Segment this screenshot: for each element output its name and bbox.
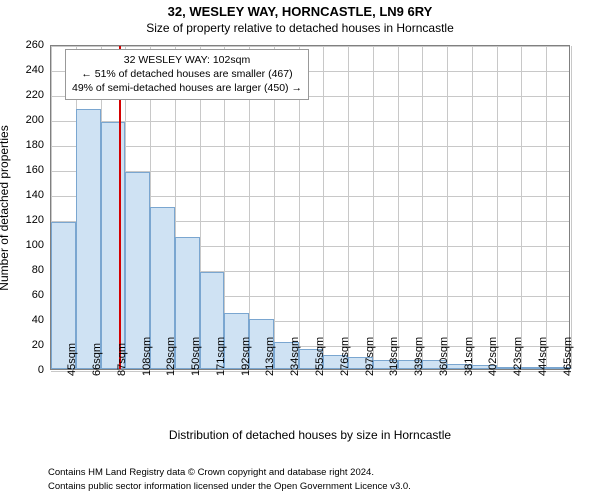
y-tick-label: 240: [0, 64, 44, 76]
x-tick-label: 129sqm: [165, 337, 177, 376]
footer-line-2: Contains public sector information licen…: [48, 481, 411, 492]
y-tick-label: 220: [0, 89, 44, 101]
gridline-v: [571, 46, 572, 369]
gridline-v: [398, 46, 399, 369]
x-tick-label: 234sqm: [289, 337, 301, 376]
page-title-1: 32, WESLEY WAY, HORNCASTLE, LN9 6RY: [0, 0, 600, 19]
y-tick-label: 40: [0, 314, 44, 326]
y-tick-label: 200: [0, 114, 44, 126]
x-tick-label: 276sqm: [339, 337, 351, 376]
y-tick-label: 20: [0, 339, 44, 351]
x-tick-label: 318sqm: [388, 337, 400, 376]
gridline-v: [373, 46, 374, 369]
gridline-v: [521, 46, 522, 369]
gridline-v: [447, 46, 448, 369]
x-tick-label: 360sqm: [438, 337, 450, 376]
annotation-line: 32 WESLEY WAY: 102sqm: [72, 53, 302, 67]
gridline-h: [51, 46, 569, 47]
bar: [101, 122, 126, 370]
gridline-v: [422, 46, 423, 369]
gridline-v: [497, 46, 498, 369]
gridline-v: [546, 46, 547, 369]
x-tick-label: 150sqm: [190, 337, 202, 376]
y-tick-label: 0: [0, 364, 44, 376]
x-tick-label: 213sqm: [264, 337, 276, 376]
x-tick-label: 87sqm: [116, 343, 128, 376]
gridline-h: [51, 121, 569, 122]
x-tick-label: 444sqm: [537, 337, 549, 376]
x-tick-label: 192sqm: [240, 337, 252, 376]
x-tick-label: 255sqm: [314, 337, 326, 376]
page-title-2: Size of property relative to detached ho…: [0, 19, 600, 35]
x-tick-label: 108sqm: [141, 337, 153, 376]
reference-annotation: 32 WESLEY WAY: 102sqm← 51% of detached h…: [65, 49, 309, 100]
annotation-line: ← 51% of detached houses are smaller (46…: [72, 67, 302, 81]
annotation-line: 49% of semi-detached houses are larger (…: [72, 81, 302, 95]
x-tick-label: 171sqm: [215, 337, 227, 376]
gridline-v: [348, 46, 349, 369]
x-tick-label: 402sqm: [487, 337, 499, 376]
x-tick-label: 381sqm: [463, 337, 475, 376]
x-tick-label: 45sqm: [66, 343, 78, 376]
gridline-v: [323, 46, 324, 369]
y-tick-label: 260: [0, 39, 44, 51]
x-axis-label: Distribution of detached houses by size …: [50, 428, 570, 442]
x-tick-label: 423sqm: [512, 337, 524, 376]
x-tick-label: 66sqm: [91, 343, 103, 376]
x-tick-label: 297sqm: [364, 337, 376, 376]
x-tick-label: 339sqm: [413, 337, 425, 376]
x-tick-label: 465sqm: [562, 337, 574, 376]
gridline-h: [51, 146, 569, 147]
y-tick-label: 60: [0, 289, 44, 301]
y-axis-label: Number of detached properties: [0, 125, 11, 290]
bar: [76, 109, 101, 369]
gridline-v: [472, 46, 473, 369]
footer-line-1: Contains HM Land Registry data © Crown c…: [48, 467, 374, 478]
